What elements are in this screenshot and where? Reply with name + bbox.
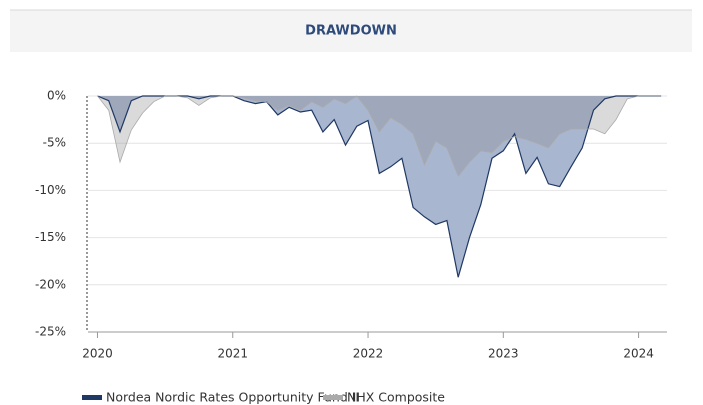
area-fill xyxy=(97,96,662,177)
x-tick-label: 2022 xyxy=(353,347,384,361)
area-fill xyxy=(97,96,662,278)
legend-label: NHX Composite xyxy=(347,390,445,405)
y-tick-label: -5% xyxy=(43,136,66,150)
x-tick-label: 2021 xyxy=(217,347,248,361)
chart-title: DRAWDOWN xyxy=(305,24,397,39)
y-tick-label: -25% xyxy=(35,325,66,339)
legend-label: Nordea Nordic Rates Opportunity Fund II xyxy=(106,390,359,405)
y-tick-label: -10% xyxy=(35,183,66,197)
x-tick-label: 2023 xyxy=(488,347,519,361)
legend-swatch xyxy=(82,395,102,400)
legend-swatch xyxy=(323,395,343,400)
x-tick-label: 2024 xyxy=(623,347,654,361)
area-line xyxy=(97,95,662,177)
y-tick-label: -15% xyxy=(35,230,66,244)
area-line xyxy=(97,95,662,278)
x-tick-label: 2020 xyxy=(82,347,113,361)
header-band xyxy=(10,10,692,52)
y-tick-label: 0% xyxy=(47,89,66,103)
y-tick-label: -20% xyxy=(35,277,66,291)
